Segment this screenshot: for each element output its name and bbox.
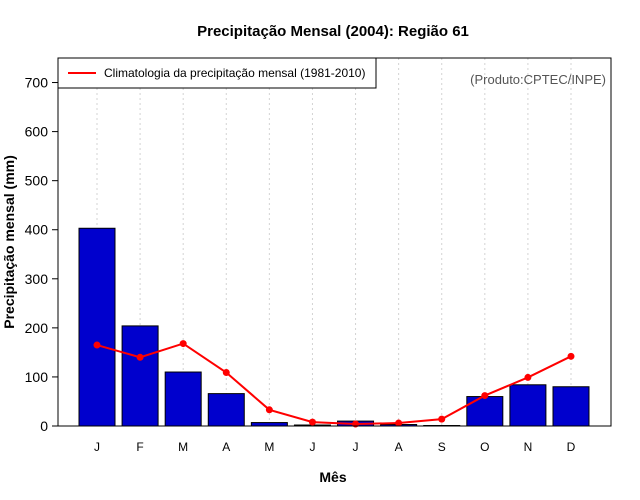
x-tick-label: M <box>264 440 274 454</box>
bar-2 <box>164 371 202 427</box>
climatology-point-5 <box>308 418 316 426</box>
climatology-line <box>93 340 575 428</box>
y-axis: 0 100 200 300 400 500 600 700 <box>25 75 58 434</box>
legend-box <box>57 57 377 89</box>
x-tick-label: N <box>524 440 533 454</box>
x-axis-label: Mês <box>319 469 346 485</box>
chart-title: Precipitação Mensal (2004): Região 61 <box>197 23 469 40</box>
climatology-point-4 <box>265 406 273 414</box>
x-tick-label: M <box>178 440 188 454</box>
x-tick-label: D <box>567 440 576 454</box>
bar-4 <box>250 422 288 427</box>
climatology-point-10 <box>524 373 532 381</box>
x-tick-label: A <box>395 440 403 454</box>
climatology-point-11 <box>567 352 575 360</box>
climatology-point-7 <box>395 419 403 427</box>
bar-0 <box>78 227 116 427</box>
climatology-point-2 <box>179 340 187 348</box>
climatology-point-0 <box>93 341 101 349</box>
y-tick-label: 0 <box>40 418 48 434</box>
x-tick-label: J <box>94 440 100 454</box>
x-tick-label: J <box>309 440 315 454</box>
y-tick-label: 100 <box>25 369 49 385</box>
x-tick-label: S <box>438 440 446 454</box>
climatology-point-1 <box>136 353 144 361</box>
climatology-point-3 <box>222 369 230 377</box>
x-tick-label: A <box>222 440 230 454</box>
y-tick-label: 600 <box>25 124 49 140</box>
x-tick-label: F <box>136 440 143 454</box>
bar-9 <box>466 396 504 427</box>
bar-10 <box>509 384 547 427</box>
y-tick-label: 200 <box>25 320 49 336</box>
climatology-point-9 <box>481 392 489 400</box>
x-tick-label: O <box>480 440 489 454</box>
y-tick-label: 300 <box>25 271 49 287</box>
y-tick-label: 400 <box>25 222 49 238</box>
y-axis-label: Precipitação mensal (mm) <box>1 155 17 329</box>
climatology-polyline <box>96 342 572 426</box>
y-tick-label: 700 <box>25 75 49 91</box>
bar-11 <box>552 386 590 427</box>
grid <box>96 58 572 426</box>
legend-entry: Climatologia da precipitação mensal (198… <box>104 66 365 80</box>
x-tick-label: J <box>353 440 359 454</box>
bar-1 <box>121 325 159 427</box>
y-tick-label: 500 <box>25 173 49 189</box>
climatology-point-8 <box>438 415 446 423</box>
legend: Climatologia da precipitação mensal (198… <box>57 57 377 89</box>
bars <box>78 227 590 427</box>
source-annotation: (Produto:CPTEC/INPE) <box>470 72 606 87</box>
bar-3 <box>207 393 245 427</box>
